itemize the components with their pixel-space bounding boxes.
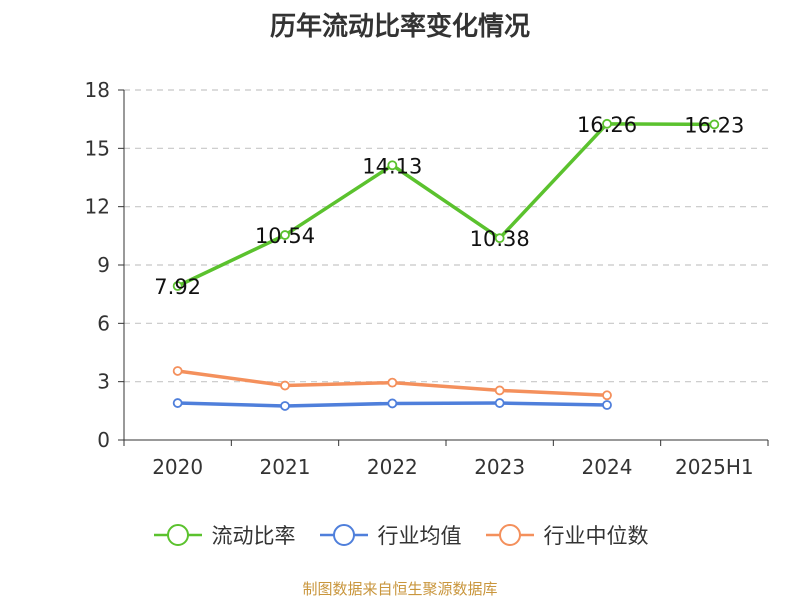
x-tick-label: 2023: [474, 455, 525, 479]
data-point: [280, 230, 290, 240]
x-tick-label: 2025H1: [675, 455, 754, 479]
data-point: [494, 233, 505, 244]
x-tick-label: 2024: [582, 455, 633, 479]
data-point: [602, 118, 612, 129]
data-point: [280, 380, 290, 391]
data-point: [494, 385, 505, 396]
y-tick-label: 12: [85, 195, 110, 219]
series-line-0: [176, 122, 715, 288]
x-tick-label: 2022: [367, 455, 418, 479]
chart-title: 历年流动比率变化情况: [269, 12, 530, 42]
y-tick-label: 9: [97, 253, 110, 277]
data-label: 14.13: [362, 154, 422, 178]
y-tick-label: 15: [85, 136, 110, 160]
data-label: 10.38: [470, 227, 530, 251]
legend-item[interactable]: 行业中位数: [484, 520, 649, 550]
data-point: [494, 398, 505, 408]
y-tick-label: 0: [97, 428, 110, 452]
series: [172, 118, 720, 411]
axes: 0 3 6 9 12 15 18 2020 2021 2022 2023 2024 2025H1: [85, 78, 769, 479]
data-point: [172, 281, 183, 291]
data-label: 16.23: [684, 113, 744, 137]
legend-item[interactable]: 流动比率: [152, 520, 296, 550]
legend-item[interactable]: 行业均值: [318, 520, 462, 550]
y-tick-label: 6: [97, 311, 110, 335]
x-tick-label: 2020: [152, 455, 203, 479]
x-tick-label: 2021: [260, 455, 311, 479]
legend-label: 行业中位数: [543, 524, 649, 548]
data-point: [602, 400, 612, 410]
legend-marker: [485, 524, 534, 546]
data-label: 10.54: [255, 224, 315, 248]
data-point: [387, 398, 398, 409]
data-point: [172, 366, 183, 376]
data-point: [709, 119, 720, 130]
data-labels: 7.92 10.54 14.13 10.38 16.26 16.23: [154, 113, 744, 299]
data-point: [387, 377, 398, 388]
data-point: [602, 390, 612, 401]
grid-lines: [124, 89, 768, 383]
legend-label: 行业均值: [377, 524, 462, 548]
y-tick-label: 3: [97, 370, 110, 394]
data-label: 16.26: [577, 113, 637, 137]
data-point: [172, 398, 183, 408]
legend-marker: [319, 524, 368, 546]
data-point: [280, 401, 290, 411]
legend-label: 流动比率: [211, 524, 296, 548]
legend: 流动比率 行业均值 行业中位数: [0, 520, 800, 550]
legend-marker: [153, 524, 202, 546]
y-tick-label: 18: [85, 78, 110, 102]
data-point: [387, 160, 398, 171]
data-label: 7.92: [154, 275, 201, 299]
source-note: 制图数据来自恒生聚源数据库: [302, 580, 498, 598]
